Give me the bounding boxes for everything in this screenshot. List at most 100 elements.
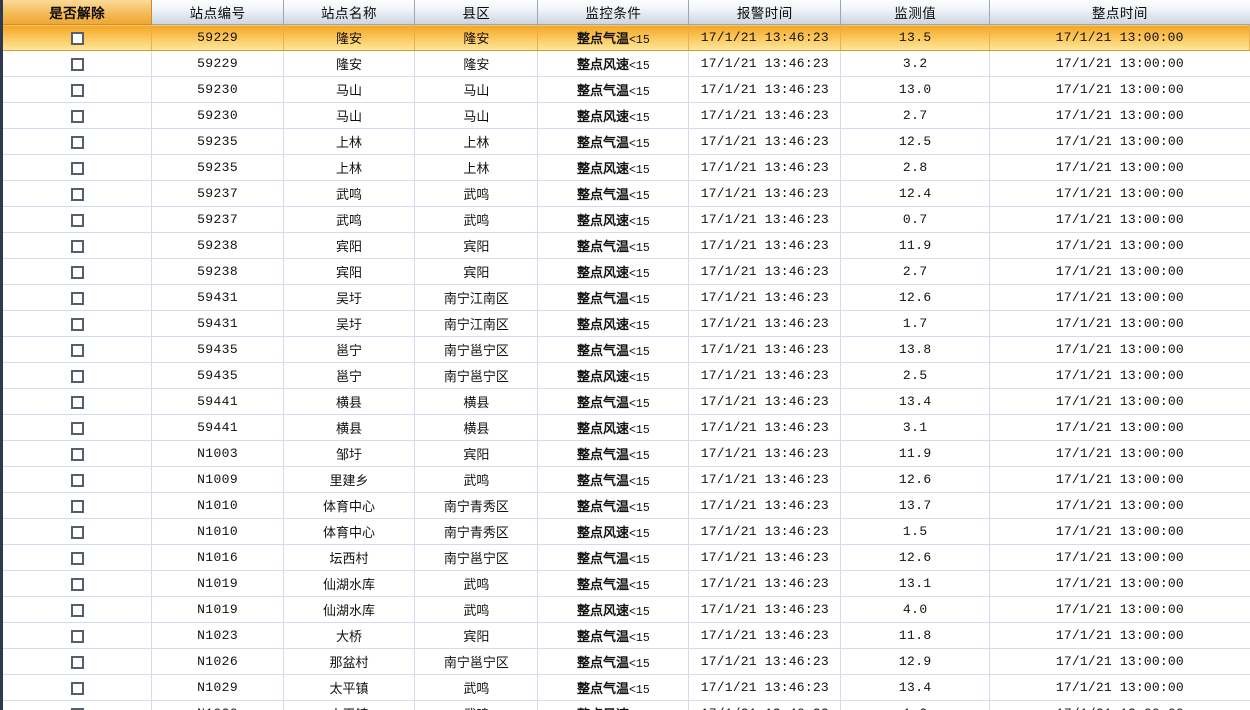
table-row[interactable]: 59229 隆安 隆安 整点风速<15 17/1/21 13:46:23 3.2 17/1/… <box>3 50 1250 77</box>
row-select-cell[interactable] <box>3 544 153 571</box>
release-checkbox[interactable] <box>70 32 84 46</box>
row-select-cell[interactable] <box>3 76 153 103</box>
release-checkbox[interactable] <box>70 370 84 384</box>
table-row[interactable]: 59435 邕宁 南宁邕宁区 整点气温<15 17/1/21 13:46:23 13.8 1… <box>3 336 1250 363</box>
table-row[interactable]: 59230 马山 马山 整点气温<15 17/1/21 13:46:23 13.0 17/1… <box>3 76 1250 103</box>
release-checkbox[interactable] <box>70 136 84 150</box>
table-row[interactable]: 59238 宾阳 宾阳 整点风速<15 17/1/21 13:46:23 2.7 17/1/… <box>3 258 1250 285</box>
row-select-cell[interactable] <box>3 674 153 701</box>
cell-county: 武鸣 <box>414 466 539 493</box>
release-checkbox[interactable] <box>70 656 84 670</box>
cell-measured-value: 3.1 <box>840 414 991 441</box>
row-select-cell[interactable] <box>3 518 153 545</box>
column-header-station-code[interactable]: 站点编号 <box>151 0 284 25</box>
table-row[interactable]: 59237 武鸣 武鸣 整点风速<15 17/1/21 13:46:23 0.7 17/1/… <box>3 206 1250 233</box>
column-header-measured-value[interactable]: 监测值 <box>840 0 991 25</box>
table-row[interactable]: N1010 体育中心 南宁青秀区 整点气温<15 17/1/21 13:46:23 13.… <box>3 492 1250 519</box>
table-row[interactable]: N1009 里建乡 武鸣 整点气温<15 17/1/21 13:46:23 12.6 17/… <box>3 466 1250 493</box>
table-row[interactable]: 59441 横县 横县 整点气温<15 17/1/21 13:46:23 13.4 17/1… <box>3 388 1250 415</box>
row-select-cell[interactable] <box>3 310 153 337</box>
table-row[interactable]: N1016 坛西村 南宁邕宁区 整点气温<15 17/1/21 13:46:23 12.6… <box>3 544 1250 571</box>
table-row[interactable]: N1003 邹圩 宾阳 整点气温<15 17/1/21 13:46:23 11.9 17/1… <box>3 440 1250 467</box>
row-select-cell[interactable] <box>3 362 153 389</box>
release-checkbox[interactable] <box>70 396 84 410</box>
release-checkbox[interactable] <box>70 266 84 280</box>
row-select-cell[interactable] <box>3 596 153 623</box>
table-row[interactable]: 59237 武鸣 武鸣 整点气温<15 17/1/21 13:46:23 12.4 17/1… <box>3 180 1250 207</box>
cell-hour-time: 17/1/21 13:00:00 <box>989 284 1250 311</box>
column-header-condition[interactable]: 监控条件 <box>537 0 690 25</box>
release-checkbox[interactable] <box>70 578 84 592</box>
cell-station-code: 59431 <box>151 284 284 311</box>
row-select-cell[interactable] <box>3 466 153 493</box>
release-checkbox[interactable] <box>70 708 84 710</box>
condition-name: 整点气温 <box>577 395 630 410</box>
row-select-cell[interactable] <box>3 622 153 649</box>
column-header-county[interactable]: 县区 <box>414 0 539 25</box>
row-select-cell[interactable] <box>3 232 153 259</box>
table-row[interactable]: 59229 隆安 隆安 整点气温<15 17/1/21 13:46:23 13.5 17/1… <box>3 24 1250 51</box>
release-checkbox[interactable] <box>70 448 84 462</box>
row-select-cell[interactable] <box>3 648 153 675</box>
row-select-cell[interactable] <box>3 336 153 363</box>
cell-county: 南宁江南区 <box>414 310 539 337</box>
table-row[interactable]: N1019 仙湖水库 武鸣 整点气温<15 17/1/21 13:46:23 13.1 17… <box>3 570 1250 597</box>
row-select-cell[interactable] <box>3 154 153 181</box>
table-row[interactable]: 59235 上林 上林 整点气温<15 17/1/21 13:46:23 12.5 17/1… <box>3 128 1250 155</box>
column-header-alarm-time[interactable]: 报警时间 <box>688 0 842 25</box>
table-row[interactable]: 59431 吴圩 南宁江南区 整点气温<15 17/1/21 13:46:23 12.6 1… <box>3 284 1250 311</box>
release-checkbox[interactable] <box>70 552 84 566</box>
row-select-cell[interactable] <box>3 440 153 467</box>
cell-station-name: 宾阳 <box>283 232 416 259</box>
table-row[interactable]: N1026 那盆村 南宁邕宁区 整点气温<15 17/1/21 13:46:23 12.9… <box>3 648 1250 675</box>
row-select-cell[interactable] <box>3 258 153 285</box>
release-checkbox[interactable] <box>70 630 84 644</box>
condition-threshold: <15 <box>629 606 650 619</box>
release-checkbox[interactable] <box>70 500 84 514</box>
release-checkbox[interactable] <box>70 188 84 202</box>
column-header-select[interactable]: 是否解除 <box>3 0 153 25</box>
row-select-cell[interactable] <box>3 388 153 415</box>
table-row[interactable]: N1019 仙湖水库 武鸣 整点风速<15 17/1/21 13:46:23 4.0 17/… <box>3 596 1250 623</box>
release-checkbox[interactable] <box>70 422 84 436</box>
row-select-cell[interactable] <box>3 180 153 207</box>
cell-alarm-time: 17/1/21 13:46:23 <box>688 76 842 103</box>
table-row[interactable]: N1029 太平镇 武鸣 整点气温<15 17/1/21 13:46:23 13.4 17/… <box>3 674 1250 701</box>
release-checkbox[interactable] <box>70 58 84 72</box>
release-checkbox[interactable] <box>70 84 84 98</box>
row-select-cell[interactable] <box>3 24 153 51</box>
release-checkbox[interactable] <box>70 526 84 540</box>
column-header-station-name[interactable]: 站点名称 <box>283 0 416 25</box>
table-row[interactable]: 59235 上林 上林 整点风速<15 17/1/21 13:46:23 2.8 17/1/… <box>3 154 1250 181</box>
row-select-cell[interactable] <box>3 206 153 233</box>
table-row[interactable]: N1023 大桥 宾阳 整点气温<15 17/1/21 13:46:23 11.8 17/1… <box>3 622 1250 649</box>
row-select-cell[interactable] <box>3 414 153 441</box>
release-checkbox[interactable] <box>70 110 84 124</box>
grid-body: 59229 隆安 隆安 整点气温<15 17/1/21 13:46:23 13.5 17/1… <box>3 24 1250 710</box>
row-select-cell[interactable] <box>3 570 153 597</box>
table-row[interactable]: N1010 体育中心 南宁青秀区 整点风速<15 17/1/21 13:46:23 1.5… <box>3 518 1250 545</box>
table-row[interactable]: 59230 马山 马山 整点风速<15 17/1/21 13:46:23 2.7 17/1/… <box>3 102 1250 129</box>
release-checkbox[interactable] <box>70 344 84 358</box>
release-checkbox[interactable] <box>70 214 84 228</box>
release-checkbox[interactable] <box>70 604 84 618</box>
column-header-hour-time[interactable]: 整点时间 <box>989 0 1250 25</box>
release-checkbox[interactable] <box>70 162 84 176</box>
table-row[interactable]: 59441 横县 横县 整点风速<15 17/1/21 13:46:23 3.1 17/1/… <box>3 414 1250 441</box>
condition-name: 整点风速 <box>577 109 630 124</box>
row-select-cell[interactable] <box>3 492 153 519</box>
release-checkbox[interactable] <box>70 240 84 254</box>
table-row[interactable]: 59435 邕宁 南宁邕宁区 整点风速<15 17/1/21 13:46:23 2.5 17… <box>3 362 1250 389</box>
row-select-cell[interactable] <box>3 700 153 710</box>
table-row[interactable]: 59431 吴圩 南宁江南区 整点风速<15 17/1/21 13:46:23 1.7 17… <box>3 310 1250 337</box>
release-checkbox[interactable] <box>70 682 84 696</box>
table-row[interactable]: 59238 宾阳 宾阳 整点气温<15 17/1/21 13:46:23 11.9 17/1… <box>3 232 1250 259</box>
release-checkbox[interactable] <box>70 292 84 306</box>
row-select-cell[interactable] <box>3 102 153 129</box>
row-select-cell[interactable] <box>3 284 153 311</box>
release-checkbox[interactable] <box>70 474 84 488</box>
release-checkbox[interactable] <box>70 318 84 332</box>
row-select-cell[interactable] <box>3 50 153 77</box>
row-select-cell[interactable] <box>3 128 153 155</box>
